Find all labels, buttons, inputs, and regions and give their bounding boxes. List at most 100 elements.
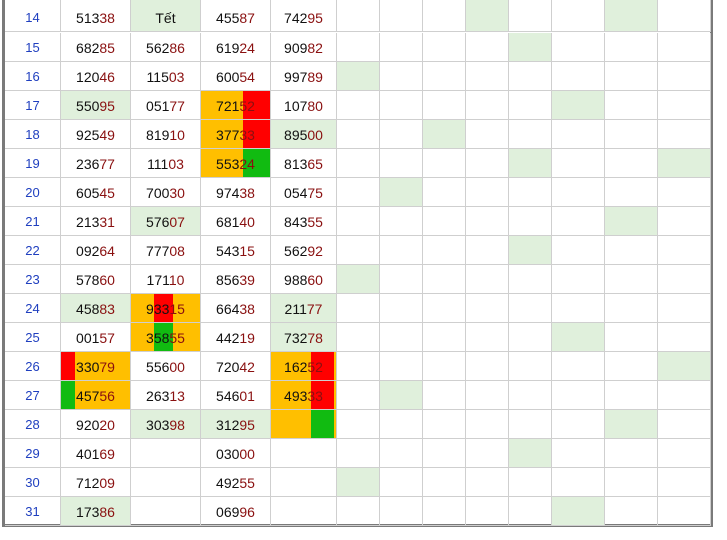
result-tail-digits: 03: [168, 68, 185, 85]
result-head-digits: 092: [76, 242, 100, 259]
tracking-cell: [337, 265, 380, 294]
result-number: 05475: [271, 184, 336, 202]
result-tail-digits: 19: [239, 329, 255, 346]
result-number: 85639: [201, 271, 270, 289]
result-cell: 26313: [131, 381, 201, 410]
result-head-digits: 843: [284, 213, 308, 230]
day-number: 19: [25, 155, 40, 171]
result-number: 23677: [61, 155, 130, 173]
result-number: 98860: [271, 271, 336, 289]
result-tail-digits: 54: [239, 68, 255, 85]
tracking-cell: [658, 236, 711, 265]
tracking-cell: [605, 91, 658, 120]
result-cell: 16252: [271, 352, 337, 381]
result-cell: 81910: [131, 120, 201, 149]
tracking-cell: [552, 439, 605, 468]
result-head-digits: 732: [284, 329, 308, 346]
result-tail-digits: 10: [169, 126, 185, 143]
color-block-red: [310, 381, 334, 409]
result-number: 60545: [61, 184, 130, 202]
tracking-cell: [380, 381, 423, 410]
day-number: 25: [25, 329, 40, 345]
tracking-cell: [337, 33, 380, 62]
day-number: 18: [25, 126, 40, 142]
color-block-green: [310, 410, 334, 438]
result-number: 37733: [201, 126, 270, 144]
result-number: 11503: [131, 68, 200, 86]
result-cell: 98860: [271, 265, 337, 294]
result-head-digits: 358: [146, 329, 170, 346]
result-cell: 10780: [271, 91, 337, 120]
result-tail-digits: 03: [168, 155, 184, 172]
result-head-digits: 742: [284, 10, 308, 26]
tracking-cell: [337, 410, 380, 439]
tracking-cell: [658, 323, 711, 352]
color-block-green: [154, 323, 173, 351]
result-cell: Tết: [131, 0, 201, 32]
result-head-digits: 107: [284, 97, 308, 114]
result-cell: 60054: [201, 62, 271, 91]
color-block-orange: [333, 381, 336, 409]
result-head-digits: 213: [76, 213, 100, 230]
tracking-cell: [509, 0, 552, 32]
result-tail-digits: 24: [239, 39, 255, 56]
tracking-cell: [337, 0, 380, 32]
result-tail-digits: 60: [307, 271, 323, 288]
tracking-cell: [380, 120, 423, 149]
result-tail-digits: 24: [239, 155, 255, 172]
day-cell: 28: [5, 410, 61, 439]
tracking-cell: [466, 0, 509, 32]
tracking-cell: [337, 468, 380, 497]
result-cell: 11103: [131, 149, 201, 178]
result-number: 44219: [201, 329, 270, 347]
result-tail-digits: 38: [239, 184, 255, 201]
tracking-cell: [423, 33, 466, 62]
result-cell: 33079: [61, 352, 131, 381]
result-head-digits: 576: [146, 213, 170, 230]
result-cell: 90982: [271, 33, 337, 62]
tracking-cell: [466, 91, 509, 120]
result-number: 72152: [201, 97, 270, 115]
tracking-cell: [423, 207, 466, 236]
result-number: 77708: [131, 242, 200, 260]
color-block-red: [243, 91, 270, 119]
tracking-cell: [509, 149, 552, 178]
result-head-digits: 401: [76, 445, 100, 462]
tracking-cell: [605, 265, 658, 294]
day-cell: 16: [5, 62, 61, 91]
result-cell: 40169: [61, 439, 131, 468]
result-head-digits: 263: [146, 387, 170, 404]
result-tail-digits: 42: [239, 358, 255, 375]
result-number: 45587: [201, 9, 270, 27]
tracking-cell: [658, 381, 711, 410]
tracking-cell: [658, 178, 711, 207]
result-cell: 06996: [201, 497, 271, 526]
result-tail-digits: 60: [99, 271, 115, 288]
result-number: 93315: [131, 300, 200, 318]
day-cell: 17: [5, 91, 61, 120]
result-head-digits: 553: [216, 155, 240, 172]
tracking-cell: [605, 352, 658, 381]
day-number: 20: [25, 184, 40, 200]
result-head-digits: 605: [76, 184, 100, 201]
result-tail-digits: 09: [99, 474, 115, 491]
result-cell: 57607: [131, 207, 201, 236]
tracking-cell: [509, 62, 552, 91]
result-number: 61924: [201, 39, 270, 57]
result-tail-digits: 15: [169, 300, 185, 317]
result-cell: 45587: [201, 0, 271, 32]
tracking-cell: [658, 149, 711, 178]
color-block-red: [243, 120, 270, 148]
tracking-cell: [337, 149, 380, 178]
color-block-orange: [75, 352, 93, 380]
day-number: 23: [25, 271, 40, 287]
tracking-cell: [423, 497, 466, 526]
tracking-cell: [423, 265, 466, 294]
result-head-digits: 162: [284, 358, 308, 375]
result-head-digits: 377: [216, 126, 240, 143]
day-number: 24: [25, 300, 40, 316]
tracking-cell: [605, 33, 658, 62]
color-block-red: [61, 352, 75, 380]
result-head-digits: 895: [284, 126, 308, 143]
tracking-cell: [552, 33, 605, 62]
